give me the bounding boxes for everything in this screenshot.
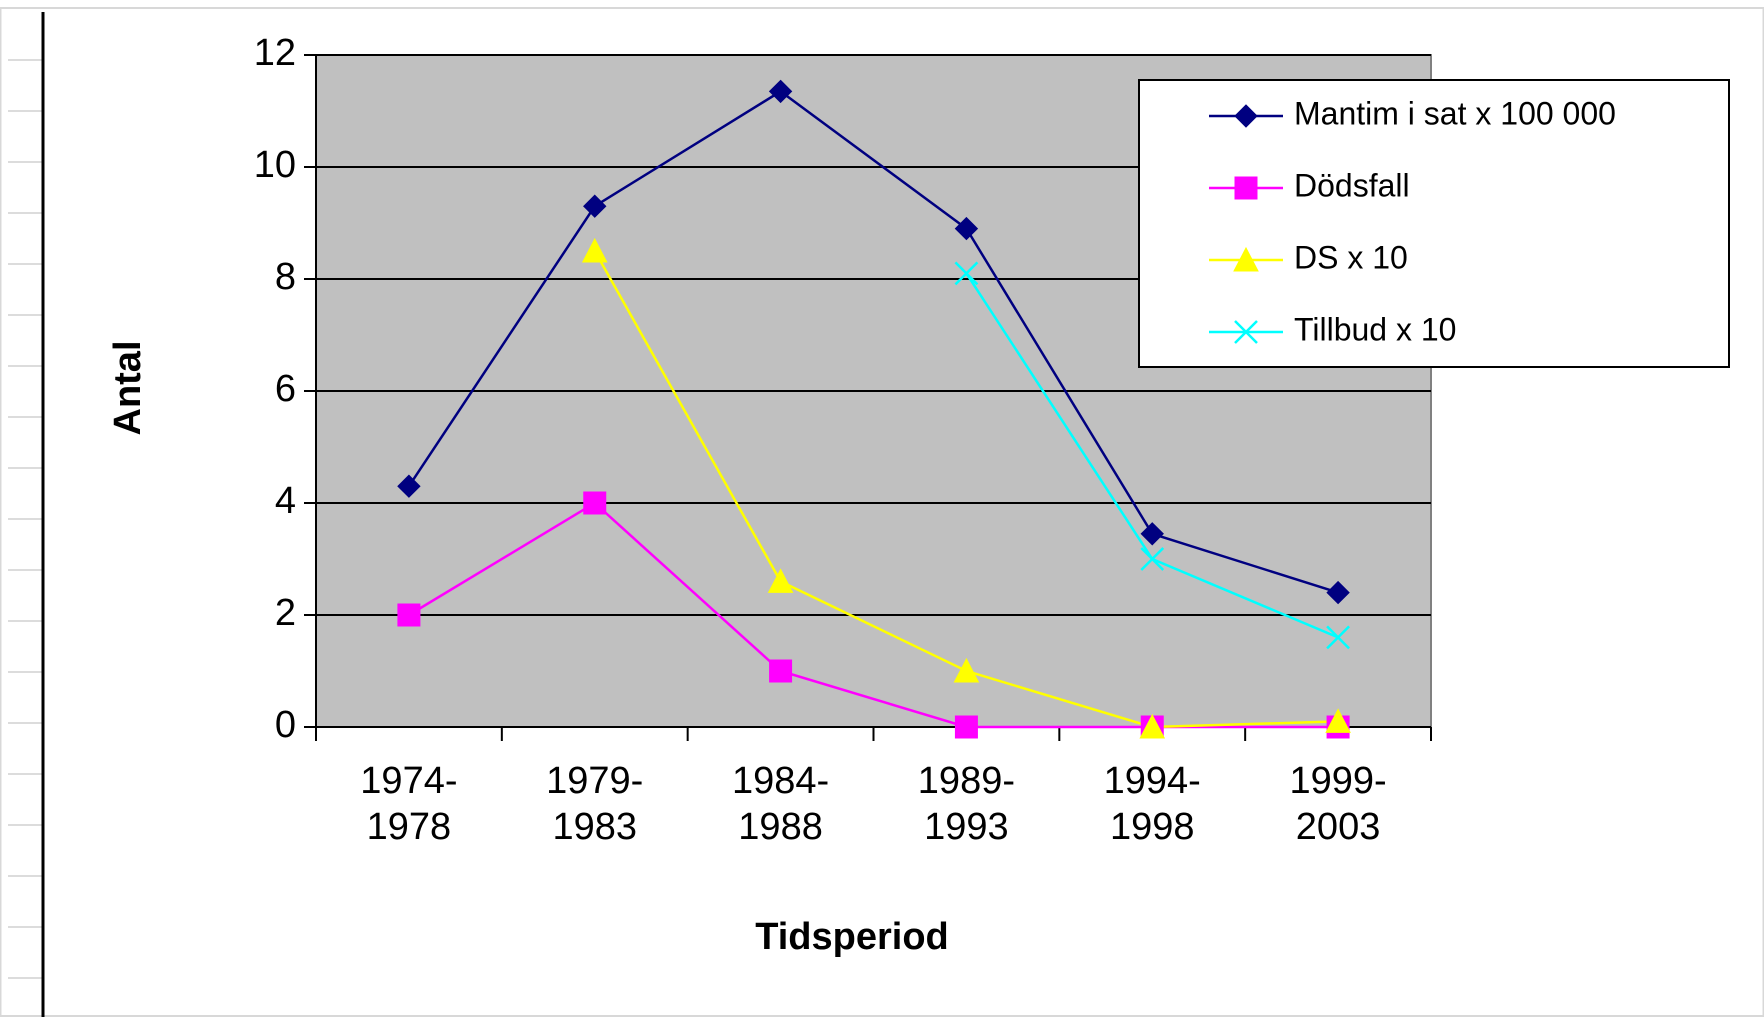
marker-diamond (397, 474, 421, 498)
marker-x (1140, 547, 1165, 571)
x-tick-label: 1979-1983 (546, 760, 644, 848)
x-tick-label: 1974-1978 (360, 760, 458, 848)
marker-triangle (953, 657, 980, 683)
sheet-rows (8, 59, 42, 979)
y-tick-label: 4 (275, 480, 296, 522)
marker-square (583, 491, 607, 515)
y-tick-label: 12 (254, 32, 296, 74)
legend-label: Mantim i sat x 100 000 (1294, 95, 1616, 131)
marker-diamond (1234, 104, 1258, 128)
series-line (407, 89, 1339, 594)
marker-x (954, 261, 979, 286)
x-tick-label: 1989-1993 (917, 760, 1015, 848)
y-tick-label: 10 (254, 144, 296, 186)
x-tick-label: 1984-1988 (731, 760, 830, 848)
y-axis-title: Antal (107, 341, 149, 436)
x-tick-label: 1999-2003 (1289, 760, 1387, 848)
x-axis-title: Tidsperiod (755, 916, 949, 958)
legend-box (1138, 79, 1730, 368)
marker-triangle (767, 568, 794, 593)
legend-label: Dödsfall (1294, 167, 1410, 203)
marker-triangle (1233, 246, 1259, 272)
marker-diamond (1326, 580, 1350, 605)
marker-triangle (1139, 713, 1166, 739)
marker-diamond (954, 216, 979, 241)
marker-triangle (1325, 708, 1351, 733)
marker-diamond (1140, 522, 1164, 546)
marker-x (1326, 625, 1350, 650)
marker-diamond (583, 194, 607, 218)
marker-square (954, 715, 978, 739)
marker-x (1234, 320, 1258, 344)
y-tick-label: 2 (275, 592, 296, 634)
x-tick-label: 1994-1998 (1103, 760, 1201, 848)
y-tick-label: 8 (275, 256, 296, 298)
legend-label: DS x 10 (1294, 239, 1408, 275)
marker-triangle (581, 237, 608, 263)
legend-label: Tillbud x 10 (1294, 311, 1456, 347)
marker-square (769, 659, 793, 683)
marker-square (397, 603, 421, 627)
y-tick-label: 0 (275, 704, 296, 746)
marker-square (1234, 176, 1258, 200)
marker-diamond (768, 79, 793, 104)
y-tick-label: 6 (275, 368, 296, 410)
